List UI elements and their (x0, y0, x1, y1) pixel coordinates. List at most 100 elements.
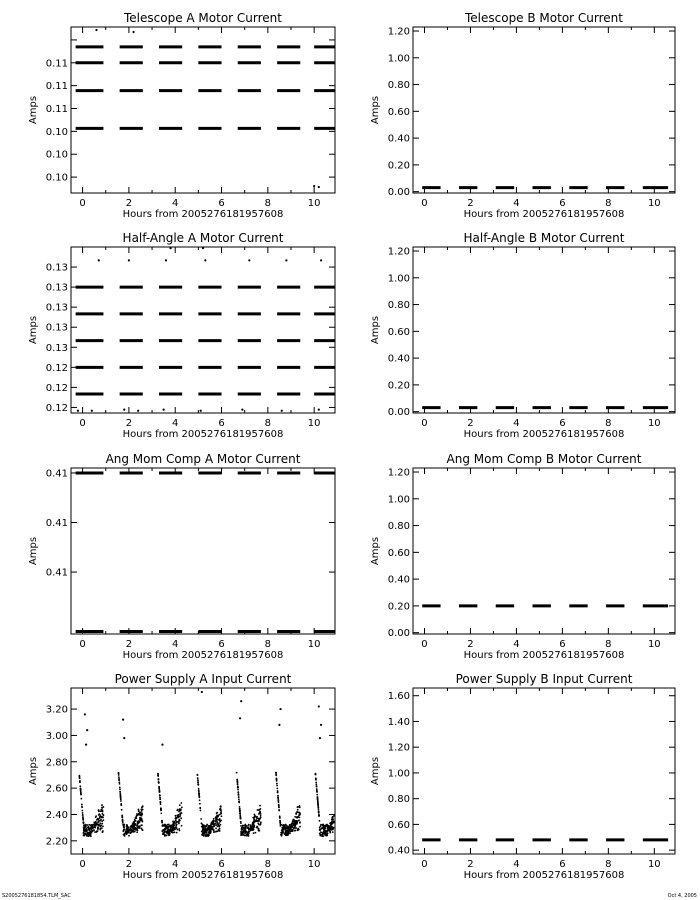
x-tick-label: 8 (265, 639, 271, 650)
data-point (140, 810, 143, 812)
data-point (202, 830, 205, 833)
data-point (117, 774, 120, 776)
y-tick-label: 1.00 (388, 53, 410, 64)
data-point (319, 825, 322, 827)
outlier-point (240, 700, 243, 703)
data-point (280, 823, 283, 826)
data-point (293, 824, 296, 827)
x-tick-label: 4 (172, 198, 178, 209)
chart-title: Ang Mom Comp B Motor Current (447, 452, 642, 466)
data-point (239, 820, 242, 823)
data-point (216, 830, 219, 833)
y-tick-label: 0.41 (46, 468, 68, 479)
data-point (218, 813, 221, 816)
y-tick-label: 3.00 (46, 731, 68, 742)
data-point (247, 825, 249, 827)
data-point (96, 830, 98, 833)
data-point (84, 824, 87, 826)
data-point (132, 826, 135, 828)
data-point (180, 802, 183, 804)
data-point (200, 817, 203, 820)
data-point (330, 820, 333, 823)
outlier-point (317, 705, 320, 708)
data-point (326, 830, 329, 833)
data-point (118, 783, 121, 785)
data-point (249, 827, 251, 830)
data-point (259, 808, 262, 810)
data-point (323, 827, 326, 830)
data-point (201, 832, 204, 835)
data-point (240, 834, 242, 837)
data-point (236, 780, 239, 783)
data-point (316, 796, 319, 798)
data-point (196, 777, 199, 780)
data-point (199, 807, 202, 810)
data-point (120, 803, 123, 805)
data-point (316, 790, 318, 793)
data-point (219, 809, 222, 812)
data-point (169, 828, 172, 831)
data-point (97, 823, 100, 826)
data-point (298, 805, 301, 807)
data-point (239, 813, 242, 815)
data-point (99, 828, 102, 831)
x-tick-label: 2 (126, 639, 132, 650)
data-point (316, 793, 319, 796)
y-tick-label: 1.20 (388, 743, 410, 754)
data-point (329, 822, 331, 825)
data-point (118, 781, 121, 784)
data-point (127, 826, 130, 829)
data-point (100, 824, 103, 827)
data-point (97, 826, 99, 829)
data-point (122, 823, 125, 826)
data-point (206, 834, 209, 837)
data-point (211, 827, 214, 830)
chart-title: Half-Angle A Motor Current (123, 231, 284, 245)
outlier-point (83, 713, 86, 716)
x-tick-label: 6 (218, 198, 224, 209)
y-tick-label: 0.10 (46, 127, 68, 138)
data-point (291, 826, 294, 828)
data-point (96, 821, 99, 824)
data-point (141, 805, 144, 808)
data-point (254, 831, 257, 834)
data-point (79, 787, 82, 790)
outlier-point (76, 409, 80, 412)
data-point (207, 825, 210, 828)
data-point (138, 818, 141, 821)
data-point (237, 796, 240, 799)
y-axis-label: Amps (28, 757, 39, 785)
data-point (238, 805, 241, 808)
y-tick-label: 0.10 (46, 173, 68, 184)
data-point (240, 824, 242, 827)
data-point (78, 780, 81, 783)
outlier-point (280, 409, 283, 412)
data-point (173, 824, 176, 827)
data-point (276, 787, 279, 790)
x-tick-label: 0 (79, 639, 85, 650)
data-point (173, 831, 175, 834)
data-point (175, 821, 178, 824)
data-point (176, 828, 179, 831)
data-point (254, 819, 256, 822)
data-point (91, 830, 94, 832)
x-tick-label: 10 (648, 639, 661, 650)
data-point (204, 830, 206, 833)
data-point (236, 786, 239, 788)
data-point (244, 826, 247, 829)
y-tick-label: 1.00 (388, 768, 410, 779)
data-point (295, 812, 298, 815)
data-point (215, 824, 218, 827)
data-point (82, 821, 85, 824)
data-point (177, 820, 180, 823)
y-tick-label: 0.80 (388, 794, 410, 805)
x-tick-label: 2 (126, 859, 132, 870)
data-point (252, 832, 255, 835)
data-point (168, 833, 171, 836)
outlier-point (285, 259, 288, 262)
data-point (278, 806, 280, 809)
y-tick-label: 0.11 (46, 104, 68, 115)
data-point (165, 826, 168, 829)
data-point (87, 828, 90, 831)
